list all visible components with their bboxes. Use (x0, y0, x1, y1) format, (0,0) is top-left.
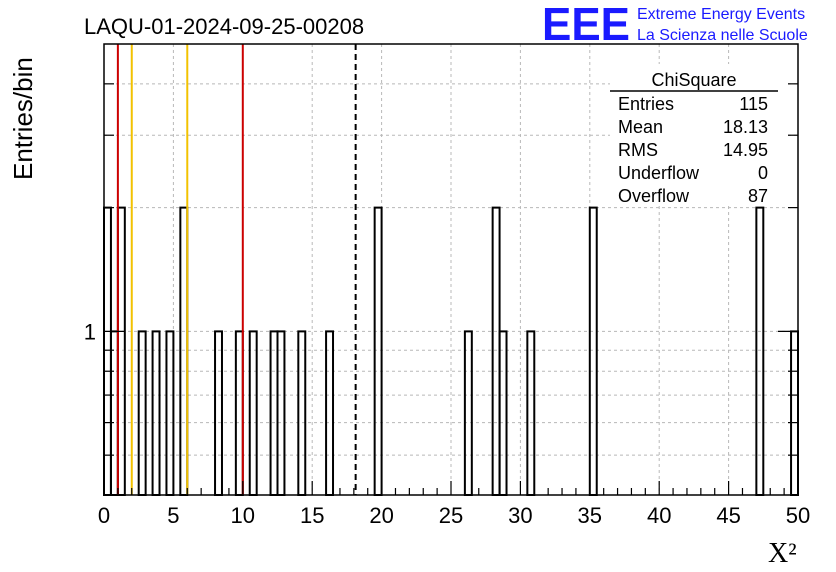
histogram-bin (526, 330, 536, 496)
histogram-bin (463, 330, 473, 496)
eee-logo-mark: EEE (542, 0, 630, 50)
histogram-bin (137, 330, 147, 496)
histogram-bin (248, 330, 258, 496)
histogram-bin (179, 206, 189, 496)
stats-box-background (610, 64, 786, 204)
histogram-bin (755, 206, 765, 496)
histogram-bin (373, 206, 383, 496)
x-tick-labels: 0 5 10 15 20 25 30 35 40 45 50 (98, 503, 810, 528)
histogram-bin (116, 206, 126, 496)
x-tick-label: 40 (647, 503, 671, 528)
histogram-bin (325, 330, 335, 496)
x-axis-label: X² (768, 538, 797, 569)
x-tick-label: 30 (508, 503, 532, 528)
x-tick-label: 35 (578, 503, 602, 528)
x-tick-label: 45 (716, 503, 740, 528)
reference-lines (116, 44, 357, 495)
stats-title: ChiSquare (651, 70, 736, 90)
stats-row-value: 14.95 (723, 140, 768, 160)
stats-row-label: Mean (618, 117, 663, 137)
stats-box: ChiSquare Entries 115 Mean 18.13 RMS 14.95 Und… (610, 64, 786, 206)
histogram-bin (790, 330, 799, 496)
histogram-bin (276, 330, 286, 496)
chart-title: LAQU-01-2024-09-25-00208 (84, 14, 364, 39)
x-tick-label: 50 (786, 503, 810, 528)
histogram-bin (234, 330, 244, 496)
stats-row-value: 87 (748, 186, 768, 206)
histogram-bin (588, 206, 598, 496)
x-tick-label: 15 (300, 503, 324, 528)
axis-frame (103, 43, 799, 496)
histogram-bin (103, 206, 112, 496)
y-tick-label: 1 (84, 319, 96, 344)
stats-row-label: Overflow (618, 186, 690, 206)
stats-row-label: Entries (618, 94, 674, 114)
stats-row-value: 0 (758, 163, 768, 183)
stats-row-value: 18.13 (723, 117, 768, 137)
x-tick-label: 10 (231, 503, 255, 528)
stats-rows: Entries 115 Mean 18.13 RMS 14.95 Underflow 0 Ove… (618, 94, 768, 206)
histogram-bin (214, 330, 223, 496)
x-tick-label: 20 (369, 503, 393, 528)
histogram-bin (491, 206, 501, 496)
histogram-bin (297, 330, 307, 496)
histogram-bin (151, 330, 161, 496)
histogram-bin (498, 330, 508, 496)
eee-logo-line1: Extreme Energy Events (637, 6, 805, 23)
stats-row-label: RMS (618, 140, 658, 160)
histogram-bin (269, 330, 279, 496)
x-tick-label: 25 (439, 503, 463, 528)
y-axis-label: Entries/bin (8, 57, 38, 180)
histogram-bin (165, 330, 175, 496)
histogram-bin (109, 330, 119, 496)
stats-row-label: Underflow (618, 163, 700, 183)
eee-logo-line2: La Scienza nelle Scuole (637, 27, 808, 44)
stats-row-value: 115 (739, 94, 768, 114)
x-tick-label: 0 (98, 503, 110, 528)
x-tick-label: 5 (167, 503, 179, 528)
y-tick-labels: 1 (84, 319, 96, 344)
eee-logo: EEE Extreme Energy Events La Scienza nel… (542, 0, 808, 50)
